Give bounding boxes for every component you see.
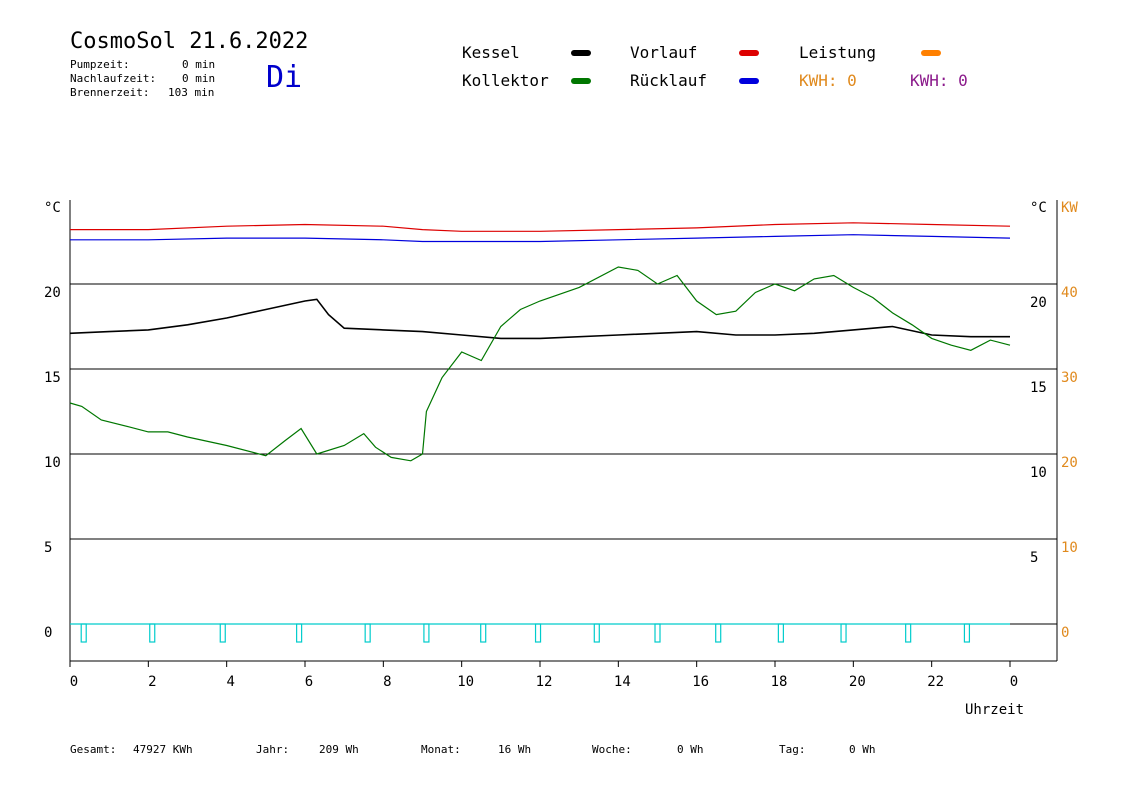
y-kw-tick-label: 0 (1061, 625, 1069, 641)
footer-tag-value: 0 Wh (849, 743, 876, 756)
footer-monat-label: Monat: (421, 743, 461, 756)
legend-kwh-purple: KWH: 0 (910, 71, 968, 90)
x-tick-label: 0 (70, 674, 78, 690)
x-tick-label: 8 (383, 674, 391, 690)
footer-woche-label: Woche: (592, 743, 632, 756)
x-tick-label: 0 (1010, 674, 1018, 690)
footer-gesamt-label: Gesamt: (70, 743, 117, 756)
pump-marker (296, 623, 303, 643)
x-tick-label: 2 (148, 674, 156, 690)
pump-marker (219, 623, 226, 643)
series-line-ruecklauf (70, 234, 1011, 243)
y-right-tick-label: 20 (1030, 295, 1047, 311)
y-right-tick-label: 5 (1030, 550, 1038, 566)
y-left-tick-label: 5 (44, 540, 52, 556)
stat-nachlaufzeit-value: 0 min (182, 72, 216, 85)
pump-marker (480, 623, 487, 643)
legend-kwh-orange: KWH: 0 (799, 71, 857, 90)
y-kw-tick-label: 10 (1061, 540, 1078, 556)
pump-marker (364, 623, 371, 643)
y-left-tick-label: 10 (44, 455, 61, 471)
pump-marker (777, 623, 784, 643)
y-left-tick-label: 20 (44, 285, 61, 301)
legend-kessel-label: Kessel (462, 43, 520, 62)
y-right-unit: °C (1030, 200, 1047, 216)
series-line-kessel (69, 298, 1010, 340)
weekday-label: Di (266, 60, 303, 95)
pump-marker (534, 623, 542, 643)
y-kw-tick-label: 30 (1061, 370, 1078, 386)
stat-pumpzeit-value: 0 min (182, 58, 216, 71)
legend-kollektor-swatch (571, 78, 591, 84)
series-line-vorlauf (70, 222, 1011, 232)
stat-nachlaufzeit-label: Nachlaufzeit: (70, 72, 157, 85)
y-right-tick-label: 10 (1030, 465, 1047, 481)
x-tick-label: 4 (226, 674, 234, 690)
stat-pumpzeit-label: Pumpzeit: (70, 58, 130, 71)
x-tick-label: 14 (614, 674, 631, 690)
legend-kessel-swatch (571, 50, 591, 56)
x-tick-label: 22 (927, 674, 944, 690)
legend-vorlauf-label: Vorlauf (630, 43, 698, 62)
legend-vorlauf-swatch (739, 50, 759, 56)
x-tick-label: 12 (536, 674, 553, 690)
stat-brennerzeit-value: 103 min (168, 86, 215, 99)
x-tick-label: 10 (457, 674, 474, 690)
legend-ruecklauf-swatch (739, 78, 759, 84)
pump-marker (715, 623, 722, 643)
chart-title: CosmoSol 21.6.2022 (70, 29, 309, 54)
pump-marker (423, 623, 430, 643)
x-tick-label: 6 (305, 674, 313, 690)
footer-tag-label: Tag: (779, 743, 806, 756)
footer-jahr-label: Jahr: (256, 743, 290, 756)
pump-marker (963, 623, 971, 643)
x-tick-label: 20 (849, 674, 866, 690)
footer-gesamt-value: 47927 KWh (133, 743, 193, 756)
pump-marker (654, 623, 661, 643)
pump-marker (149, 623, 156, 643)
footer-woche-value: 0 Wh (677, 743, 704, 756)
y-left-tick-label: 0 (44, 625, 52, 641)
y-right-tick-label: 15 (1030, 380, 1047, 396)
stat-brennerzeit-label: Brennerzeit: (70, 86, 150, 99)
x-tick-label: 16 (692, 674, 709, 690)
y-kw-tick-label: 40 (1061, 285, 1078, 301)
legend-ruecklauf-label: Rücklauf (630, 71, 708, 90)
pump-marker (840, 623, 847, 643)
legend-leistung-label: Leistung (799, 43, 877, 62)
y-left-tick-label: 15 (44, 370, 61, 386)
y-kw-tick-label: 20 (1061, 455, 1078, 471)
footer-monat-value: 16 Wh (498, 743, 532, 756)
pump-marker (905, 623, 912, 643)
x-axis-label: Uhrzeit (965, 702, 1024, 718)
pump-marker (593, 623, 600, 643)
pump-marker (80, 623, 87, 643)
y-kw-unit: KW (1061, 200, 1078, 216)
x-tick-label: 18 (771, 674, 788, 690)
footer-jahr-value: 209 Wh (319, 743, 359, 756)
legend-leistung-swatch (921, 50, 941, 56)
series-line-kollektor (69, 266, 1011, 462)
y-left-unit: °C (44, 200, 61, 216)
legend-kollektor-label: Kollektor (462, 71, 549, 90)
